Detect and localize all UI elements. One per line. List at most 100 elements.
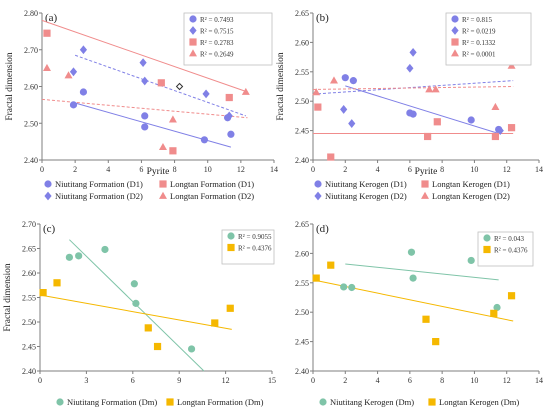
legend-label: Niutitang Formation (D1) — [55, 179, 143, 189]
data-point — [79, 88, 88, 96]
y-tick-label: 2.50 — [22, 318, 36, 327]
data-point — [101, 245, 109, 254]
x-tick-label: 10 — [470, 376, 478, 385]
stats-legend-marker — [451, 26, 459, 35]
data-point — [144, 324, 152, 332]
trend-line — [41, 19, 248, 93]
y-tick-label: 2.45 — [295, 338, 309, 347]
x-tick-label: 0 — [311, 165, 315, 174]
legend-marker — [319, 398, 327, 406]
y-tick-label: 2.45 — [295, 127, 309, 136]
y-tick-label: 2.60 — [295, 249, 309, 258]
stats-legend-text: R² = 0.2783 — [200, 39, 234, 47]
data-point — [491, 102, 500, 110]
legend-marker — [421, 180, 429, 188]
data-point — [340, 105, 348, 114]
data-point — [200, 136, 208, 144]
stats-legend-marker — [227, 232, 235, 240]
legend-marker — [314, 191, 322, 201]
stats-legend-text: R² = 0.0219 — [462, 28, 496, 36]
data-point — [409, 110, 417, 118]
stats-legend-marker — [227, 243, 235, 252]
stats-legend-text: R² = 0.4376 — [494, 247, 528, 255]
legend-label: Niutitang Kerogen (D2) — [325, 191, 407, 201]
x-tick-label: 0 — [38, 376, 42, 385]
data-point — [158, 142, 167, 151]
y-tick-label: 2.65 — [22, 245, 36, 254]
x-tick-label: 6 — [139, 165, 143, 174]
x-tick-label: 6 — [408, 165, 412, 174]
trend-line — [312, 80, 514, 95]
stats-legend-text: R² = 0.4376 — [238, 245, 272, 253]
data-point — [75, 252, 83, 260]
x-tick-label: 10 — [470, 165, 478, 174]
y-tick-label: 2.40 — [295, 367, 309, 376]
data-point — [349, 77, 357, 85]
legend-label: Longtan Kerogen (Dm) — [439, 397, 519, 407]
data-point — [341, 74, 349, 82]
data-point — [157, 79, 165, 87]
trend-line — [39, 294, 232, 330]
data-point — [211, 319, 219, 327]
data-point — [493, 303, 501, 312]
legend-label: Longtan Kerogen (D1) — [432, 179, 510, 189]
data-point — [312, 274, 320, 282]
legend-marker — [159, 180, 167, 188]
data-point — [79, 45, 88, 55]
data-point — [39, 289, 47, 297]
y-axis-title: Fractal dimension — [5, 52, 15, 121]
data-point — [141, 76, 149, 86]
y-tick-label: 2.50 — [24, 119, 38, 128]
chart-panel-c: 0 3 6 9 12 15 2.40 2.45 2.50 2.55 2.60 2.65 2.70 Frac… — [3, 220, 276, 407]
x-tick-label: 12 — [503, 376, 511, 385]
data-point — [132, 299, 140, 307]
x-tick-label: 2 — [343, 376, 347, 385]
data-point — [65, 253, 73, 261]
data-point — [348, 283, 356, 292]
legend-label: Niutitang Kerogen (D1) — [325, 179, 407, 189]
legend-marker — [428, 398, 436, 406]
stats-legend-marker — [189, 26, 197, 35]
data-point — [53, 279, 61, 287]
y-tick-label: 2.60 — [22, 269, 36, 278]
y-tick-label: 2.70 — [24, 46, 38, 55]
stats-legend-marker — [451, 38, 459, 46]
stats-legend-text: R² = 0.043 — [494, 235, 524, 243]
data-point — [507, 124, 516, 132]
x-tick-label: 8 — [173, 165, 177, 174]
data-point — [407, 248, 416, 256]
stats-legend-text: R² = 0.0001 — [462, 51, 496, 59]
chart-panel-a: 0 2 4 6 8 10 12 14 2.40 2.50 2.60 2.70 2.80 Fractal d… — [5, 9, 278, 201]
x-tick-label: 8 — [440, 165, 444, 174]
panel-label: (b) — [316, 12, 329, 24]
data-point — [130, 280, 138, 288]
panel-label: (d) — [316, 223, 329, 235]
data-point — [141, 112, 149, 120]
data-point — [42, 63, 51, 72]
legend-label: Longtan Kerogen (D2) — [432, 191, 510, 201]
y-tick-label: 2.70 — [22, 220, 36, 229]
data-point — [327, 153, 335, 161]
data-point — [409, 47, 417, 57]
data-point — [467, 116, 475, 124]
data-point — [432, 338, 440, 346]
trend-line — [41, 98, 248, 119]
legend-marker — [159, 191, 167, 199]
data-point — [314, 103, 322, 111]
x-tick-label: 4 — [376, 376, 380, 385]
x-tick-label: 3 — [84, 376, 88, 385]
stats-legend-marker — [189, 38, 197, 46]
data-point — [424, 132, 432, 141]
data-point — [225, 111, 233, 121]
x-tick-label: 10 — [204, 165, 212, 174]
data-point — [431, 85, 440, 93]
stats-legend-marker — [451, 15, 459, 23]
data-point — [491, 132, 500, 141]
data-point — [433, 118, 441, 126]
y-axis-title: Fractal dimension — [276, 52, 286, 121]
y-axis-title: Fractal dimension — [3, 263, 13, 332]
x-tick-label: 9 — [177, 376, 181, 385]
legend-label: Niutitang Formation (Dm) — [67, 397, 157, 407]
data-point — [168, 115, 177, 123]
